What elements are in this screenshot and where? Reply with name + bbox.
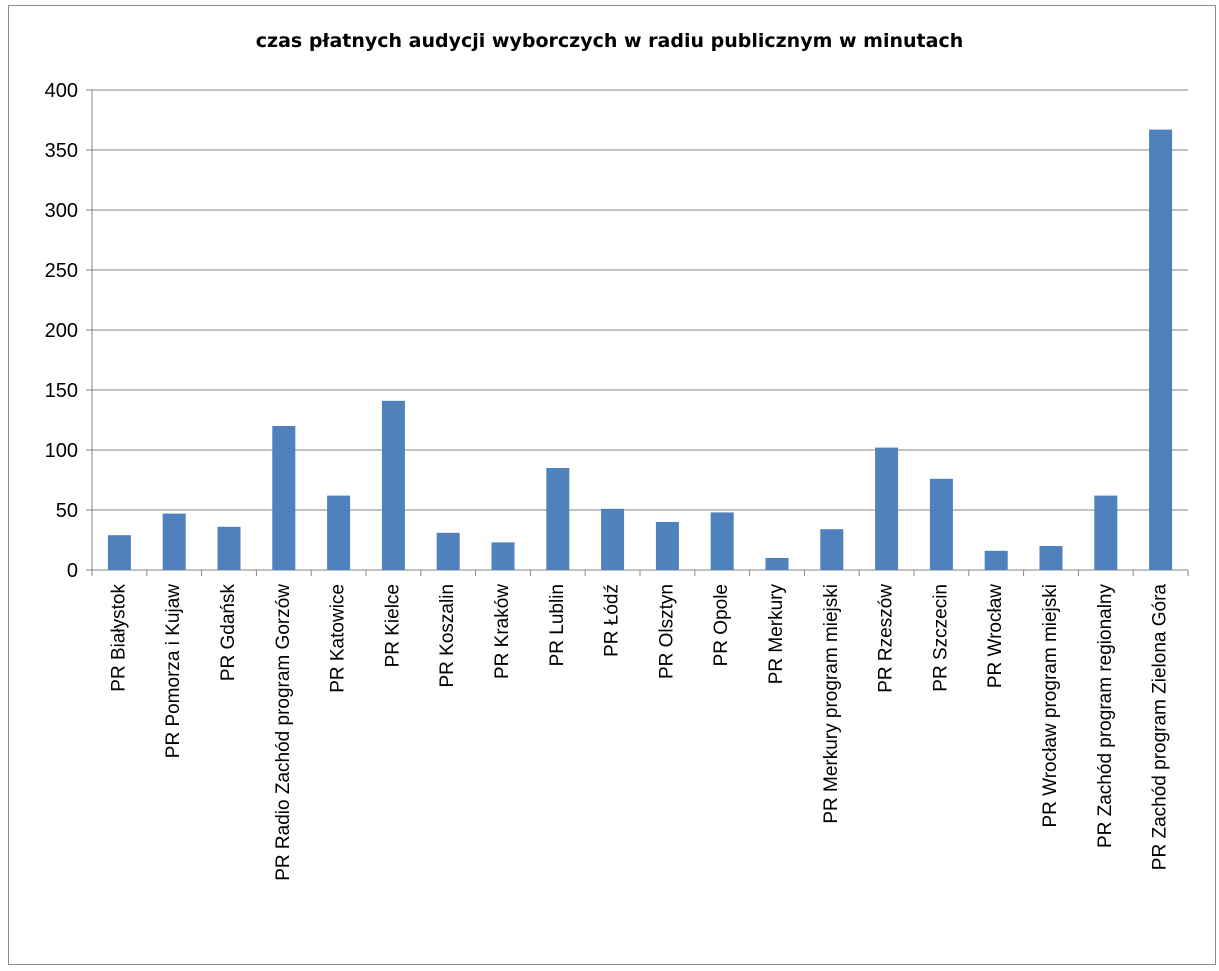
bar xyxy=(984,550,1008,570)
y-tick-label: 250 xyxy=(45,260,78,282)
x-tick-label: PR Białystok xyxy=(108,584,129,692)
x-tick-label: PR Łódź xyxy=(602,584,623,657)
x-tick-label: PR Szczecin xyxy=(930,584,951,692)
bar xyxy=(217,526,241,570)
y-tick-label: 50 xyxy=(56,500,78,522)
y-tick-label: 200 xyxy=(45,320,78,342)
x-tick-label: PR Katowice xyxy=(328,584,349,693)
chart-frame xyxy=(8,5,1216,965)
bar xyxy=(875,447,899,570)
y-tick-label: 350 xyxy=(45,140,78,162)
x-tick-label: PR Pomorza i Kujaw xyxy=(163,584,184,759)
x-tick-label: PR Olsztyn xyxy=(656,584,677,679)
bar xyxy=(1094,495,1118,570)
x-tick-label: PR Kielce xyxy=(382,584,403,667)
bar xyxy=(1149,129,1173,570)
bar xyxy=(546,468,570,570)
bar xyxy=(491,542,515,570)
x-tick-label: PR Opole xyxy=(711,584,732,666)
x-tick-label: PR Lublin xyxy=(547,584,568,666)
x-tick-label: PR Koszalin xyxy=(437,584,458,688)
bar xyxy=(601,508,625,570)
x-tick-label: PR Zachód program regionalny xyxy=(1095,584,1116,849)
y-tick-label: 400 xyxy=(45,80,78,102)
x-tick-label: PR Wrocław xyxy=(985,584,1006,688)
bar xyxy=(1039,546,1063,570)
x-tick-label: PR Merkury program miejski xyxy=(821,584,842,824)
x-tick-label: PR Gdańsk xyxy=(218,584,239,682)
y-tick-label: 100 xyxy=(45,440,78,462)
bar xyxy=(765,558,789,570)
x-tick-label: PR Radio Zachód program Gorzów xyxy=(273,584,294,881)
y-tick-label: 300 xyxy=(45,200,78,222)
x-tick-label: PR Wrocław program miejski xyxy=(1040,584,1061,828)
y-tick-label: 150 xyxy=(45,380,78,402)
bar xyxy=(436,532,460,570)
chart-title: czas płatnych audycji wyborczych w radiu… xyxy=(255,30,964,52)
bar xyxy=(162,513,186,570)
bar xyxy=(929,478,953,570)
bar xyxy=(710,512,734,570)
bar xyxy=(820,529,844,570)
bar xyxy=(327,495,351,570)
bar xyxy=(381,400,405,570)
bar xyxy=(272,426,296,570)
x-tick-label: PR Rzeszów xyxy=(876,584,897,693)
bar xyxy=(655,522,679,570)
x-tick-label: PR Zachód program Zielona Góra xyxy=(1150,584,1171,871)
y-tick-label: 0 xyxy=(67,560,78,582)
x-tick-label: PR Kraków xyxy=(492,584,513,679)
bar xyxy=(107,535,131,570)
x-tick-label: PR Merkury xyxy=(766,584,787,685)
